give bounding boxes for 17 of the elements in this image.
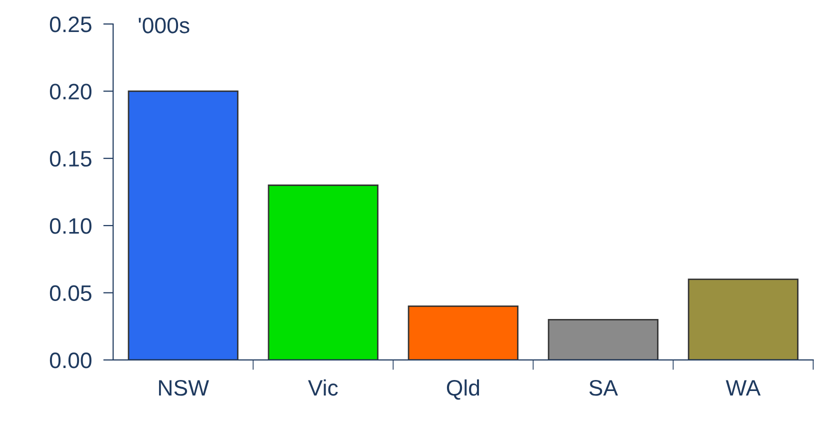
bar [268, 184, 378, 360]
y-tick-label: 0.20 [50, 84, 92, 100]
y-axis-title: '000s [138, 18, 190, 34]
x-tick-label: WA [726, 380, 761, 396]
bar [688, 278, 798, 360]
y-tick-label: 0.00 [50, 352, 92, 368]
x-tick-label: NSW [159, 380, 209, 396]
x-tick-label: SA [589, 380, 618, 396]
bar [408, 306, 518, 360]
bar [548, 318, 658, 360]
y-tick-label: 0.25 [50, 16, 92, 32]
x-tick-label: Qld [446, 379, 480, 400]
bar [128, 90, 238, 360]
x-tick-label: Vic [308, 379, 338, 396]
y-tick-label: 0.15 [50, 150, 92, 167]
y-tick-label: 0.05 [50, 285, 92, 302]
y-tick-label: 0.10 [50, 218, 92, 234]
